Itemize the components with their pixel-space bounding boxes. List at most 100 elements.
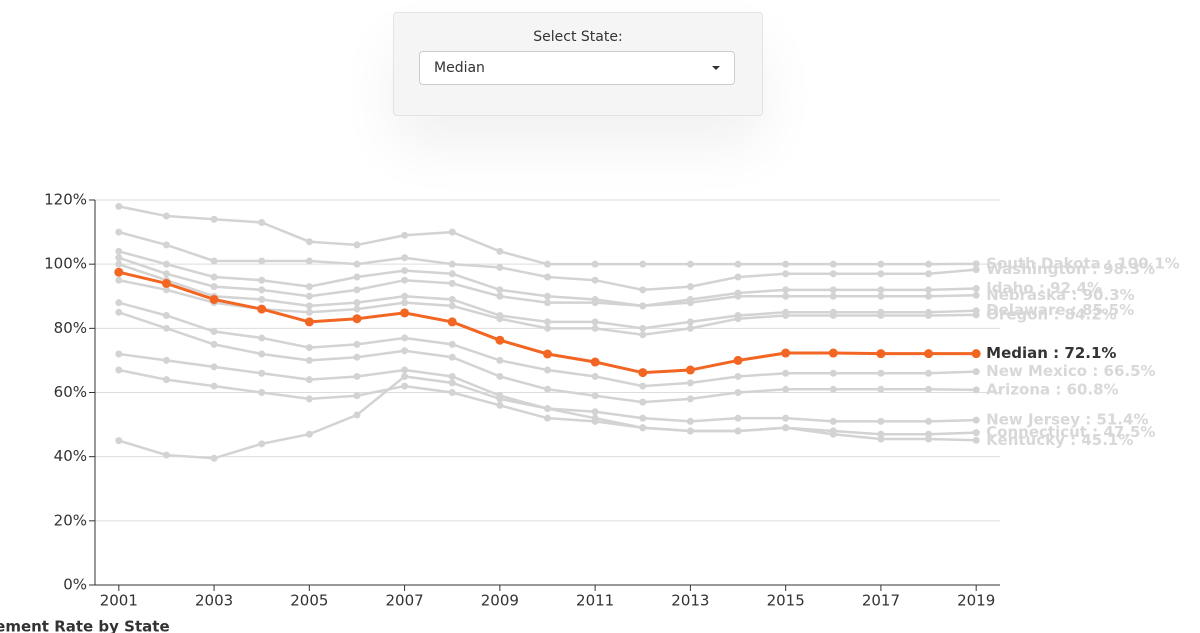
point (639, 286, 647, 294)
point (876, 349, 886, 359)
point (257, 304, 267, 314)
point (544, 299, 551, 307)
x-tick-label: 2011 (576, 592, 614, 610)
series-line (118, 205, 977, 266)
point (686, 379, 694, 387)
point (115, 228, 123, 236)
point (972, 368, 980, 376)
x-tick-label: 2007 (386, 592, 424, 610)
point (114, 267, 124, 277)
point (401, 334, 409, 342)
point (495, 335, 505, 345)
point (115, 299, 123, 307)
y-tick-label: 100% (44, 255, 87, 273)
point (877, 430, 885, 438)
x-tick-label: 2015 (767, 592, 805, 610)
point (496, 315, 504, 323)
point (161, 278, 171, 288)
point (401, 366, 409, 374)
point (162, 260, 170, 268)
point (972, 386, 980, 394)
point (972, 436, 980, 444)
point (305, 395, 313, 403)
point (496, 292, 504, 300)
point (782, 312, 790, 319)
point (544, 318, 551, 326)
end-label: New Mexico : 66.5% (986, 362, 1155, 380)
x-tick-label: 2017 (862, 592, 900, 610)
point (782, 292, 790, 300)
dropdown-label: Select State: (533, 29, 623, 45)
point (686, 283, 694, 291)
point (305, 356, 313, 364)
point (496, 395, 504, 403)
point (448, 389, 456, 396)
x-tick-label: 2019 (957, 592, 995, 610)
point (401, 276, 409, 284)
x-tick-label: 2003 (195, 592, 233, 610)
point (782, 414, 790, 422)
point (638, 368, 648, 378)
point (734, 260, 742, 268)
point (305, 302, 313, 310)
point (401, 267, 409, 275)
point (925, 417, 933, 425)
point (258, 295, 266, 303)
y-tick-label: 120% (44, 191, 87, 209)
point (162, 270, 170, 278)
point (448, 379, 456, 387)
y-tick-label: 0% (63, 576, 87, 594)
point (782, 385, 790, 393)
point (162, 286, 170, 294)
point (448, 372, 456, 380)
point (353, 299, 361, 307)
x-tick-label: 2009 (481, 592, 519, 610)
end-label: Median : 72.1% (986, 344, 1116, 362)
point (162, 212, 170, 220)
point (734, 389, 742, 396)
point (210, 382, 218, 390)
point (877, 312, 885, 319)
point (829, 292, 837, 300)
point (448, 353, 456, 361)
point (448, 279, 456, 287)
point (782, 270, 790, 278)
point (686, 324, 694, 332)
point (115, 254, 123, 262)
state-select[interactable]: Median (419, 51, 735, 85)
point (972, 429, 980, 437)
point (829, 286, 837, 294)
point (829, 260, 837, 268)
point (115, 247, 123, 255)
point (353, 260, 361, 268)
point (305, 283, 313, 291)
point (401, 254, 409, 262)
caret (712, 66, 720, 70)
selected-option: Median (434, 60, 485, 76)
point (972, 416, 980, 424)
point (115, 202, 123, 210)
point (972, 260, 980, 268)
point (877, 286, 885, 294)
series-line (118, 368, 977, 436)
point (639, 398, 647, 406)
point (639, 324, 647, 332)
point (925, 435, 933, 443)
point (877, 435, 885, 443)
point (829, 385, 837, 393)
point (210, 283, 218, 291)
chart-title: Placement Rate by State (0, 618, 170, 633)
point (210, 273, 218, 281)
point (162, 451, 170, 459)
point (925, 430, 933, 438)
point (210, 363, 218, 371)
point (115, 308, 123, 316)
point (639, 424, 647, 432)
point (591, 260, 599, 268)
point (639, 414, 647, 422)
y-tick-label: 40% (54, 447, 87, 465)
point (353, 286, 361, 294)
point (115, 366, 123, 374)
point (686, 318, 694, 326)
point (972, 285, 980, 293)
